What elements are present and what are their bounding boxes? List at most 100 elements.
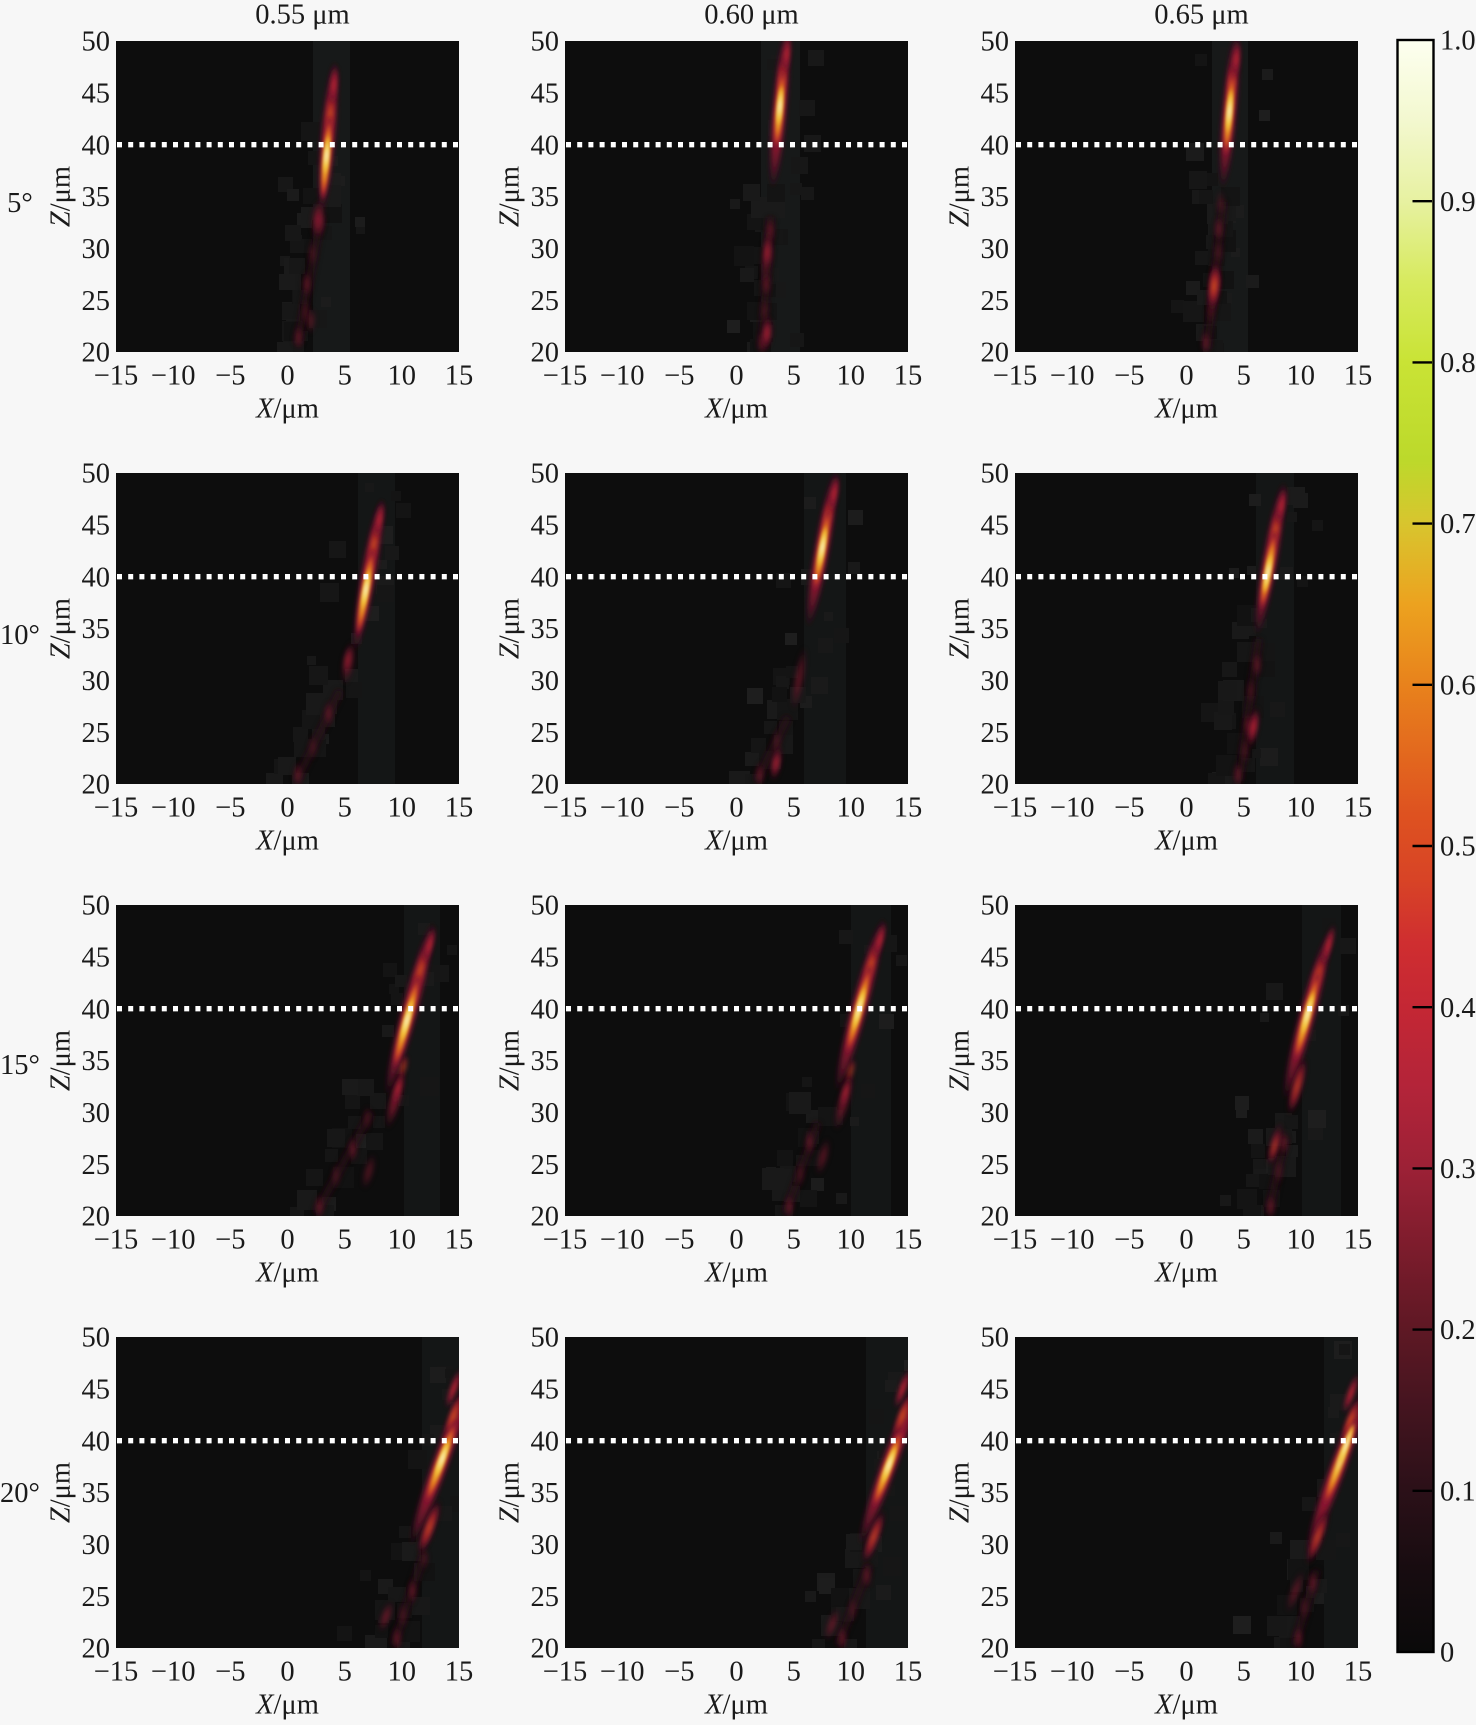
svg-text:20: 20 (531, 338, 560, 369)
svg-text:10: 10 (1287, 1657, 1316, 1688)
svg-text:−15: −15 (993, 1657, 1038, 1688)
svg-text:−5: −5 (215, 1657, 245, 1688)
svg-text:−15: −15 (543, 361, 588, 392)
svg-text:Z/μm: Z/μm (945, 598, 976, 659)
svg-text:Z/μm: Z/μm (46, 166, 77, 227)
svg-text:35: 35 (82, 1478, 111, 1509)
svg-text:15°: 15° (0, 1050, 40, 1081)
svg-text:15: 15 (894, 361, 923, 392)
svg-text:0: 0 (280, 361, 294, 392)
svg-text:−10: −10 (151, 793, 196, 824)
svg-text:10: 10 (837, 1225, 866, 1256)
svg-text:0: 0 (1179, 1225, 1193, 1256)
svg-text:−15: −15 (993, 361, 1038, 392)
svg-text:50: 50 (531, 891, 560, 922)
svg-text:35: 35 (981, 614, 1010, 645)
svg-text:0: 0 (1440, 1638, 1454, 1669)
svg-text:15: 15 (894, 1225, 923, 1256)
svg-text:Z/μm: Z/μm (945, 1030, 976, 1091)
svg-text:30: 30 (981, 666, 1010, 697)
svg-text:25: 25 (981, 1582, 1010, 1613)
svg-text:25: 25 (981, 1150, 1010, 1181)
svg-text:−5: −5 (664, 793, 694, 824)
svg-text:10: 10 (388, 1225, 417, 1256)
svg-text:45: 45 (82, 1374, 111, 1405)
svg-text:10: 10 (1287, 361, 1316, 392)
svg-text:50: 50 (531, 459, 560, 490)
svg-text:−5: −5 (215, 361, 245, 392)
svg-text:10: 10 (388, 793, 417, 824)
svg-text:−15: −15 (543, 1225, 588, 1256)
svg-text:10: 10 (388, 361, 417, 392)
svg-text:−10: −10 (151, 361, 196, 392)
svg-text:0.5: 0.5 (1440, 832, 1476, 863)
svg-text:25: 25 (82, 1150, 111, 1181)
svg-text:25: 25 (82, 286, 111, 317)
svg-text:30: 30 (82, 234, 111, 265)
svg-text:15: 15 (1344, 793, 1373, 824)
svg-text:−10: −10 (600, 1657, 645, 1688)
svg-text:−10: −10 (600, 1225, 645, 1256)
svg-text:30: 30 (82, 1530, 111, 1561)
svg-text:35: 35 (981, 1046, 1010, 1077)
svg-text:−5: −5 (1114, 1225, 1144, 1256)
svg-text:30: 30 (531, 1098, 560, 1129)
svg-text:45: 45 (531, 510, 560, 541)
svg-text:−10: −10 (600, 361, 645, 392)
svg-text:50: 50 (531, 1323, 560, 1354)
svg-text:40: 40 (82, 562, 111, 593)
svg-text:50: 50 (981, 459, 1010, 490)
svg-text:30: 30 (981, 234, 1010, 265)
svg-text:X/μm: X/μm (255, 1690, 319, 1720)
svg-text:40: 40 (82, 994, 111, 1025)
svg-text:25: 25 (82, 718, 111, 749)
svg-text:45: 45 (82, 942, 111, 973)
svg-text:25: 25 (531, 1582, 560, 1613)
svg-text:5: 5 (787, 1225, 801, 1256)
svg-text:20: 20 (82, 338, 111, 369)
svg-text:Z/μm: Z/μm (495, 598, 526, 659)
svg-text:10°: 10° (0, 620, 40, 651)
svg-text:1.0: 1.0 (1440, 26, 1476, 57)
svg-text:50: 50 (82, 27, 111, 58)
svg-text:X/μm: X/μm (255, 394, 319, 425)
svg-text:10: 10 (837, 1657, 866, 1688)
svg-text:0.60 μm: 0.60 μm (704, 0, 798, 31)
svg-text:40: 40 (981, 994, 1010, 1025)
svg-text:45: 45 (981, 942, 1010, 973)
svg-text:5: 5 (787, 793, 801, 824)
svg-text:50: 50 (981, 891, 1010, 922)
svg-text:−10: −10 (600, 793, 645, 824)
svg-text:−10: −10 (1050, 361, 1095, 392)
svg-text:5: 5 (338, 1225, 352, 1256)
svg-text:45: 45 (82, 78, 111, 109)
svg-text:30: 30 (981, 1098, 1010, 1129)
svg-text:50: 50 (82, 459, 111, 490)
svg-text:0.2: 0.2 (1440, 1315, 1476, 1346)
svg-text:5: 5 (338, 1657, 352, 1688)
svg-text:20: 20 (531, 1634, 560, 1665)
svg-text:50: 50 (82, 891, 111, 922)
svg-text:10: 10 (1287, 1225, 1316, 1256)
svg-text:−10: −10 (1050, 793, 1095, 824)
svg-text:−15: −15 (543, 793, 588, 824)
svg-text:X/μm: X/μm (704, 826, 768, 857)
svg-text:45: 45 (981, 1374, 1010, 1405)
svg-text:Z/μm: Z/μm (495, 1462, 526, 1523)
svg-text:40: 40 (531, 130, 560, 161)
svg-text:5: 5 (787, 361, 801, 392)
svg-text:20: 20 (531, 1202, 560, 1233)
svg-text:40: 40 (981, 1426, 1010, 1457)
svg-text:0: 0 (1179, 361, 1193, 392)
svg-text:0: 0 (729, 1657, 743, 1688)
svg-text:−10: −10 (1050, 1657, 1095, 1688)
svg-text:50: 50 (82, 1323, 111, 1354)
svg-text:20: 20 (531, 770, 560, 801)
svg-text:20: 20 (981, 1634, 1010, 1665)
svg-text:5: 5 (338, 361, 352, 392)
svg-text:40: 40 (981, 130, 1010, 161)
svg-text:X/μm: X/μm (704, 394, 768, 425)
svg-text:10: 10 (388, 1657, 417, 1688)
svg-text:0: 0 (729, 793, 743, 824)
svg-text:30: 30 (531, 234, 560, 265)
